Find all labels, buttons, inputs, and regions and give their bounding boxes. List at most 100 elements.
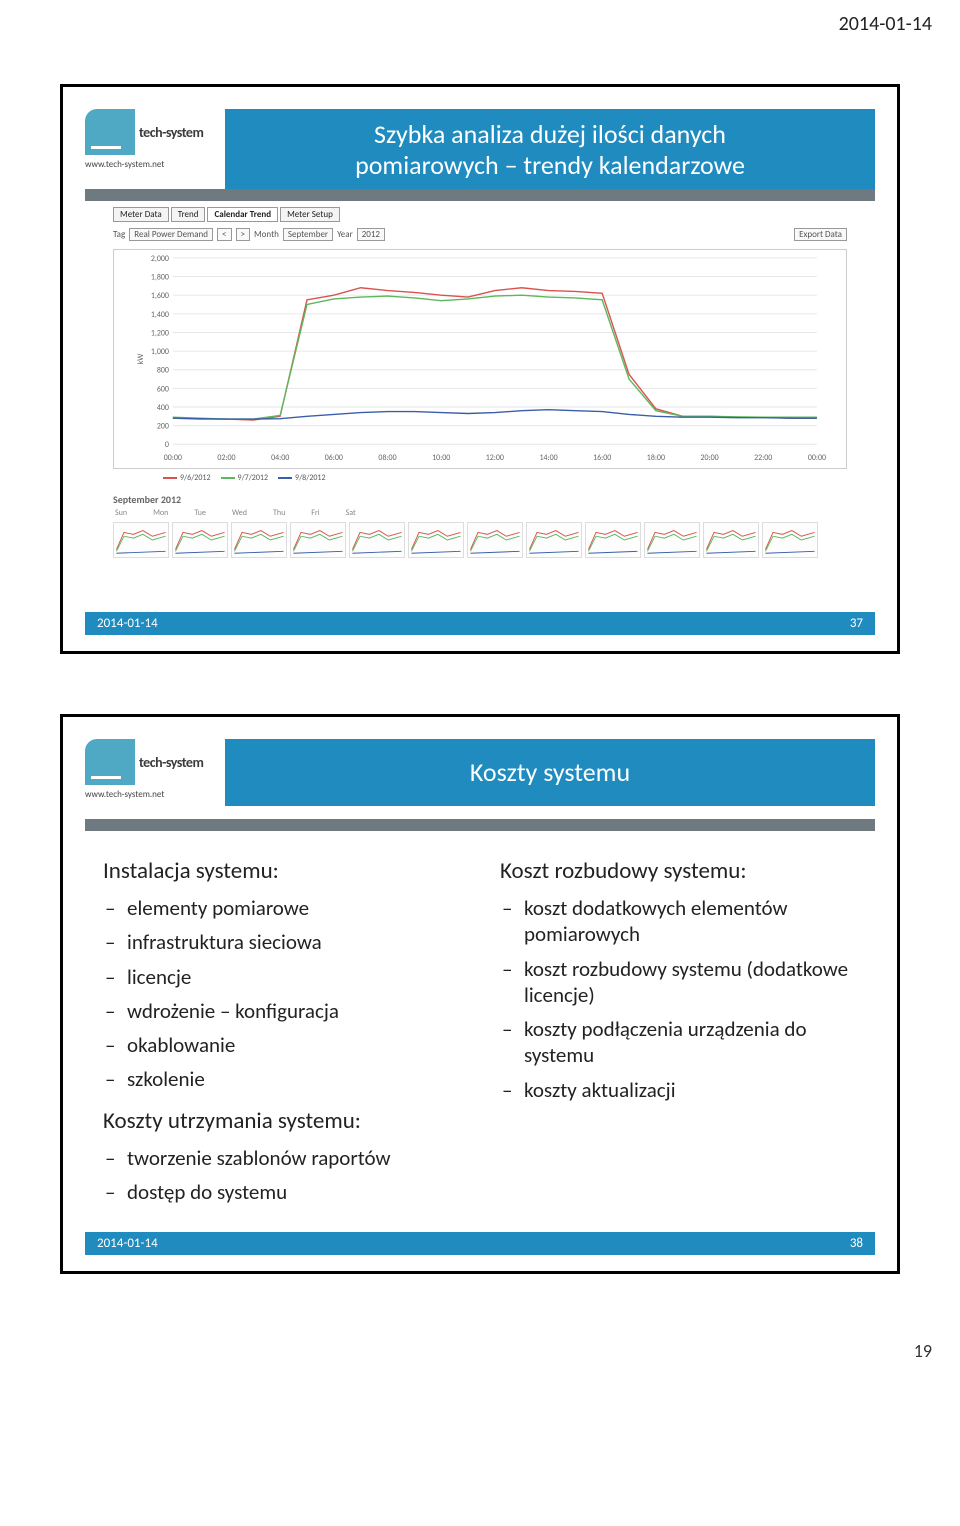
divider-bar <box>85 189 875 201</box>
footer-date: 2014-01-14 <box>97 616 158 631</box>
main-chart: 02004006008001,0001,2001,4001,6001,8002,… <box>113 249 847 469</box>
month-select[interactable]: September <box>283 228 333 241</box>
export-button[interactable]: Export Data <box>794 228 847 241</box>
svg-text:18:00: 18:00 <box>647 453 665 463</box>
calendar-cell[interactable] <box>113 522 169 558</box>
day-label: Tue <box>194 508 206 518</box>
svg-text:kW: kW <box>136 354 146 365</box>
page-header-date: 2014-01-14 <box>0 0 960 44</box>
svg-text:600: 600 <box>157 384 169 394</box>
logo-block: tech-system www.tech-system.net <box>85 739 215 800</box>
day-label: Wed <box>232 508 247 518</box>
slide2-content: Instalacja systemu: elementy pomiarowein… <box>103 857 857 1211</box>
footer-page: 38 <box>850 1236 863 1251</box>
chart-area: Meter Data Trend Calendar Trend Meter Se… <box>113 207 847 591</box>
prev-button[interactable]: < <box>217 228 231 241</box>
tab-row: Meter Data Trend Calendar Trend Meter Se… <box>113 207 847 222</box>
calendar-cell[interactable] <box>467 522 523 558</box>
svg-text:10:00: 10:00 <box>432 453 450 463</box>
list-item: koszt rozbudowy systemu (dodatkowe licen… <box>524 956 857 1009</box>
tab-calendar-trend[interactable]: Calendar Trend <box>207 207 278 222</box>
svg-text:22:00: 22:00 <box>754 453 772 463</box>
footer-date: 2014-01-14 <box>97 1236 158 1251</box>
calendar-cell[interactable] <box>172 522 228 558</box>
list-item: koszty podłączenia urządzenia do systemu <box>524 1016 857 1069</box>
year-select[interactable]: 2012 <box>357 228 385 241</box>
chart-controls: Tag Real Power Demand < > Month Septembe… <box>113 228 847 241</box>
title-line1: Szybka analiza dużej ilości danych <box>374 118 726 150</box>
calendar-cell[interactable] <box>762 522 818 558</box>
tag-select[interactable]: Real Power Demand <box>129 228 213 241</box>
right-column: Koszt rozbudowy systemu: koszt dodatkowy… <box>500 857 857 1211</box>
svg-text:16:00: 16:00 <box>593 453 611 463</box>
calendar-cell[interactable] <box>408 522 464 558</box>
svg-text:2,000: 2,000 <box>151 254 169 264</box>
svg-text:800: 800 <box>157 366 169 376</box>
list-item: koszt dodatkowych elementów pomiarowych <box>524 895 857 948</box>
calendar-cell[interactable] <box>585 522 641 558</box>
legend-label: 9/8/2012 <box>295 473 326 483</box>
tag-label: Tag <box>113 229 125 240</box>
svg-text:20:00: 20:00 <box>700 453 718 463</box>
list-item: licencje <box>127 964 460 990</box>
legend-label: 9/6/2012 <box>180 473 211 483</box>
svg-text:1,400: 1,400 <box>151 310 169 320</box>
logo-block: tech-system www.tech-system.net <box>85 109 215 170</box>
calendar-cell[interactable] <box>231 522 287 558</box>
divider-bar <box>85 819 875 831</box>
list-item: elementy pomiarowe <box>127 895 460 921</box>
list-item: infrastruktura sieciowa <box>127 929 460 955</box>
day-label: Fri <box>311 508 319 518</box>
slide-1: tech-system www.tech-system.net Szybka a… <box>60 84 900 654</box>
svg-text:1,000: 1,000 <box>151 347 169 357</box>
day-label: Thu <box>273 508 285 518</box>
svg-text:00:00: 00:00 <box>164 453 182 463</box>
logo-url: www.tech-system.net <box>85 159 215 170</box>
month-label: Month <box>254 229 279 240</box>
svg-text:04:00: 04:00 <box>271 453 289 463</box>
list-item: wdrożenie – konfiguracja <box>127 998 460 1024</box>
calendar-day-labels: Sun Mon Tue Wed Thu Fri Sat <box>115 508 847 518</box>
day-label: Sun <box>115 508 127 518</box>
calendar-cell[interactable] <box>349 522 405 558</box>
slide1-footer: 2014-01-14 37 <box>85 612 875 635</box>
legend-label: 9/7/2012 <box>238 473 269 483</box>
right-heading: Koszt rozbudowy systemu: <box>500 857 857 885</box>
list-item: okablowanie <box>127 1032 460 1058</box>
footer-page: 37 <box>850 616 863 631</box>
day-label: Mon <box>153 508 168 518</box>
next-button[interactable]: > <box>236 228 250 241</box>
calendar-cell[interactable] <box>526 522 582 558</box>
tab-meter-setup[interactable]: Meter Setup <box>280 207 340 222</box>
calendar-cell[interactable] <box>703 522 759 558</box>
tab-trend[interactable]: Trend <box>171 207 206 222</box>
day-label: Sat <box>346 508 356 518</box>
slide-2: tech-system www.tech-system.net Koszty s… <box>60 714 900 1274</box>
year-label: Year <box>337 229 353 240</box>
calendar-cell[interactable] <box>290 522 346 558</box>
logo-url: www.tech-system.net <box>85 789 215 800</box>
tab-meter-data[interactable]: Meter Data <box>113 207 169 222</box>
logo-icon <box>85 739 135 785</box>
svg-text:400: 400 <box>157 403 169 413</box>
list-item: dostęp do systemu <box>127 1179 460 1205</box>
left-column: Instalacja systemu: elementy pomiarowein… <box>103 857 460 1211</box>
page-number: 19 <box>0 1334 960 1380</box>
calendar-cell[interactable] <box>644 522 700 558</box>
svg-text:200: 200 <box>157 422 169 432</box>
calendar-month-label: September 2012 <box>113 493 847 506</box>
svg-text:1,600: 1,600 <box>151 291 169 301</box>
svg-text:1,200: 1,200 <box>151 328 169 338</box>
logo-icon <box>85 109 135 155</box>
svg-text:00:00: 00:00 <box>808 453 826 463</box>
slide1-title: Szybka analiza dużej ilości danych pomia… <box>225 109 875 191</box>
left-heading-2: Koszty utrzymania systemu: <box>103 1107 460 1135</box>
svg-text:08:00: 08:00 <box>378 453 396 463</box>
svg-text:06:00: 06:00 <box>325 453 343 463</box>
svg-text:02:00: 02:00 <box>217 453 235 463</box>
svg-text:0: 0 <box>165 440 169 450</box>
logo-text: tech-system <box>139 124 203 141</box>
logo-text: tech-system <box>139 754 203 771</box>
chart-legend: 9/6/2012 9/7/2012 9/8/2012 <box>113 473 847 483</box>
svg-text:14:00: 14:00 <box>539 453 557 463</box>
